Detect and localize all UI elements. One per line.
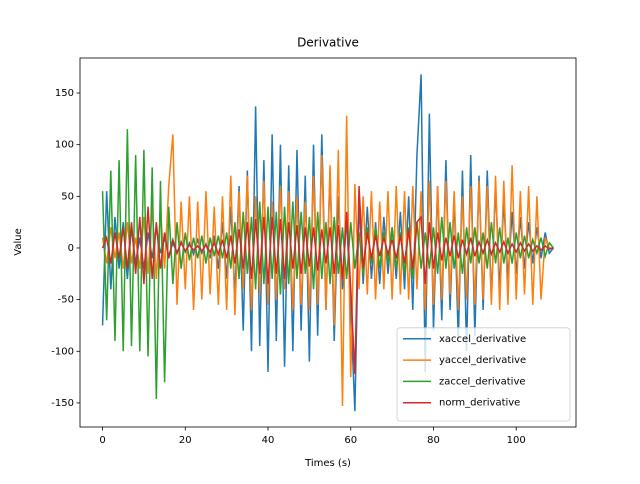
- y-tick-label: -50: [58, 295, 74, 306]
- y-tick-label: -100: [51, 346, 74, 357]
- x-axis-label: Times (s): [304, 458, 351, 469]
- y-axis-label: Value: [13, 228, 24, 255]
- legend-label: xaccel_derivative: [439, 334, 526, 345]
- x-tick-label: 80: [427, 435, 440, 446]
- chart-title: Derivative: [297, 36, 359, 50]
- data-line: [101, 185, 554, 375]
- x-tick-label: 20: [179, 435, 192, 446]
- legend-box: [396, 327, 571, 422]
- data-line: [101, 129, 555, 399]
- x-tick-label: 0: [99, 435, 105, 446]
- x-tick-label: 40: [262, 435, 275, 446]
- legend-label: yaccel_derivative: [439, 355, 526, 366]
- legend-label: zaccel_derivative: [439, 376, 526, 387]
- data-line: [101, 115, 554, 407]
- x-tick-label: 100: [507, 435, 526, 446]
- y-tick-label: 150: [55, 88, 74, 99]
- y-tick-label: 50: [61, 191, 74, 202]
- legend-label: norm_derivative: [439, 398, 520, 409]
- y-tick-label: 0: [68, 243, 74, 254]
- plot-frame: [79, 57, 577, 428]
- y-tick-label: 100: [55, 140, 74, 151]
- x-tick-label: 60: [344, 435, 357, 446]
- y-tick-label: -150: [51, 398, 74, 409]
